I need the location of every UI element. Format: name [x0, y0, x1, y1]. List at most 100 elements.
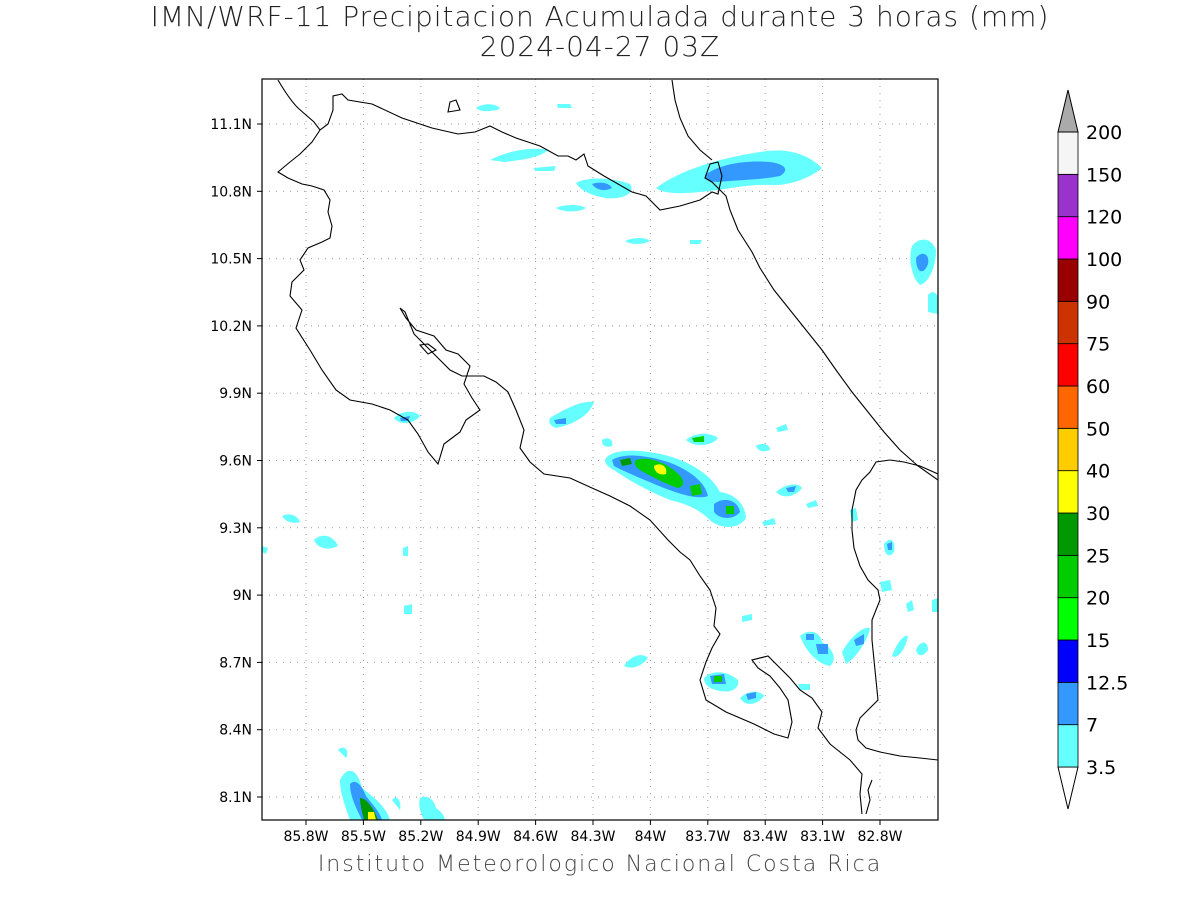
colorbar-segment [1057, 216, 1079, 260]
lat-tick-label: 10.2N [210, 319, 252, 335]
precip-area [533, 166, 556, 171]
colorbar-segment [1057, 681, 1079, 726]
coastline-peninsula [418, 343, 438, 355]
precip-area [476, 104, 500, 112]
precip-area [654, 464, 667, 475]
colorbar-segment [1057, 131, 1079, 175]
precip-area [806, 634, 814, 640]
coastline-lake [671, 79, 713, 161]
map-title: IMN/WRF-11 Precipitacion Acumulada duran… [150, 0, 1050, 33]
precip-area [556, 205, 586, 212]
precip-area [714, 676, 722, 682]
lat-tick-label: 8.4N [219, 723, 252, 739]
colorbar-label: 30 [1086, 503, 1110, 525]
colorbar-label: 3.5 [1086, 757, 1116, 779]
precip-area [928, 292, 938, 314]
precip-area [404, 604, 412, 614]
colorbar: 3.5 7 12.5 15 20 25 30 40 50 60 75 90 100 120 150 200 [1057, 89, 1128, 810]
precip-area [742, 614, 752, 622]
coastlines [277, 79, 938, 815]
precip-area [798, 684, 810, 690]
precip-area [932, 598, 938, 612]
precip-area [854, 634, 864, 646]
coastline-panama-border [865, 779, 873, 815]
precip-area [490, 148, 548, 162]
map-title-block: IMN/WRF-11 Precipitacion Acumulada duran… [0, 2, 1200, 62]
colorbar-upper-arrow [1057, 89, 1079, 133]
precip-area [746, 692, 756, 700]
lat-tick-label: 10.5N [210, 252, 252, 268]
lon-tick-label: 84.6W [513, 829, 558, 845]
precip-area [625, 238, 650, 244]
lat-tick-label: 8.1N [219, 790, 252, 806]
precip-area [557, 104, 572, 108]
precip-area [403, 546, 408, 556]
coastline-bocas [851, 459, 938, 761]
precip-area [892, 635, 908, 657]
precip-area [392, 797, 401, 810]
colorbar-label: 60 [1086, 376, 1110, 398]
lon-tick-label: 84W [635, 829, 667, 845]
precip-area [916, 253, 929, 272]
colorbar-label: 200 [1086, 122, 1122, 144]
lon-tick-label: 83.4W [743, 829, 788, 845]
precip-area [704, 161, 786, 182]
lon-tick-label: 85.8W [283, 829, 328, 845]
lat-tick-label: 9.9N [219, 386, 252, 402]
precip-area [549, 401, 594, 428]
precip-area [602, 438, 613, 447]
lon-tick-label: 85.2W [398, 829, 443, 845]
precip-area [906, 600, 914, 612]
colorbar-label: 120 [1086, 207, 1122, 229]
lat-tick-label: 10.8N [210, 184, 252, 200]
lat-tick-label: 11.1N [210, 117, 252, 133]
colorbar-label: 150 [1086, 164, 1122, 186]
colorbar-label: 7 [1086, 715, 1098, 737]
lon-tick-label: 83.7W [685, 829, 730, 845]
lon-tick-label: 83.1W [800, 829, 845, 845]
colorbar-segment [1057, 385, 1079, 429]
precip-area [916, 642, 928, 656]
precip-area [624, 655, 648, 668]
map-subtitle: 2024-04-27 03Z [479, 30, 721, 63]
precip-area [692, 436, 704, 442]
precip-area [368, 812, 376, 820]
colorbar-label: 20 [1086, 588, 1110, 610]
precip-area [762, 518, 776, 526]
lat-tick-label: 9.6N [219, 454, 252, 470]
colorbar-segment [1057, 300, 1079, 345]
precip-area [592, 182, 612, 191]
colorbar-segment [1057, 258, 1079, 302]
colorbar-segment [1057, 554, 1079, 599]
lon-tick-label: 85.5W [341, 829, 386, 845]
colorbar-label: 90 [1086, 291, 1110, 313]
precip-area [850, 508, 858, 522]
colorbar-label: 12.5 [1086, 672, 1128, 694]
precip-blobs [262, 104, 938, 820]
lon-tick-label: 84.3W [570, 829, 615, 845]
lat-tick-label: 9N [233, 588, 252, 604]
colorbar-label: 15 [1086, 630, 1110, 652]
precip-area [800, 631, 834, 666]
precip-area [806, 500, 818, 508]
precip-area [620, 458, 632, 466]
grid-lines: 11.1N 10.8N 10.5N 10.2N 9.9N 9.6N 9.3N 9N 8.7N 8.… [210, 79, 938, 845]
colorbar-segment [1057, 427, 1079, 472]
coastline-north [277, 79, 938, 481]
precip-area [282, 514, 300, 523]
precip-area [690, 240, 702, 244]
colorbar-label: 100 [1086, 249, 1122, 271]
precip-area [726, 506, 734, 514]
colorbar-label: 25 [1086, 545, 1110, 567]
colorbar-label: 75 [1086, 334, 1110, 356]
lat-tick-label: 8.7N [219, 655, 252, 671]
colorbar-segment [1057, 512, 1079, 556]
colorbar-segment [1057, 639, 1079, 683]
precip-area [554, 418, 566, 424]
colorbar-segment [1057, 470, 1079, 514]
colorbar-lower-arrow [1057, 766, 1079, 810]
colorbar-label: 50 [1086, 418, 1110, 440]
colorbar-label: 40 [1086, 461, 1110, 483]
precip-area [776, 424, 788, 432]
precip-area [314, 535, 338, 549]
